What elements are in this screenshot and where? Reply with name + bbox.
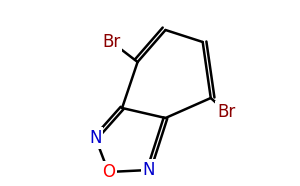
Text: N: N	[142, 161, 155, 179]
Text: N: N	[89, 129, 102, 147]
Text: Br: Br	[102, 33, 121, 51]
Text: Br: Br	[217, 103, 236, 121]
Text: O: O	[102, 163, 115, 181]
